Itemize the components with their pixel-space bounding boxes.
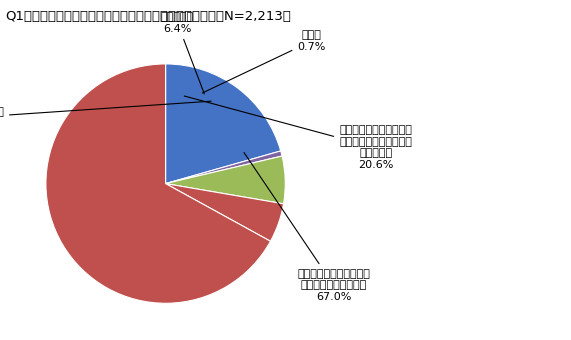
Text: 無回答
0.7%: 無回答 0.7% <box>202 30 325 93</box>
Text: わからない
6.4%: わからない 6.4% <box>161 12 204 94</box>
Wedge shape <box>166 156 286 204</box>
Text: Q1．経営層のマイナンバー導入に対する意識（単一回答　N=2,213）: Q1．経営層のマイナンバー導入に対する意識（単一回答 N=2,213） <box>6 10 292 23</box>
Wedge shape <box>166 184 284 241</box>
Wedge shape <box>46 64 271 303</box>
Text: 特に関心を持っていない
5.3%: 特に関心を持っていない 5.3% <box>0 101 211 129</box>
Text: 今すぐにでも対応しなけ
ればならないと危機感を
持っている
20.6%: 今すぐにでも対応しなけ ればならないと危機感を 持っている 20.6% <box>184 96 412 170</box>
Wedge shape <box>166 64 281 184</box>
Text: 着手しなければならない
との意識は持っている
67.0%: 着手しなければならない との意識は持っている 67.0% <box>244 153 370 302</box>
Wedge shape <box>166 151 282 184</box>
